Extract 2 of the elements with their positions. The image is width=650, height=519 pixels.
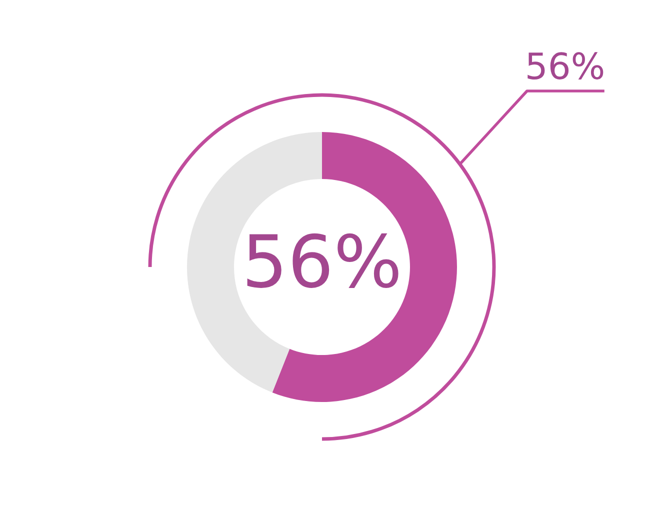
text: 56% (528, 52, 604, 80)
text: 56% (247, 233, 398, 288)
